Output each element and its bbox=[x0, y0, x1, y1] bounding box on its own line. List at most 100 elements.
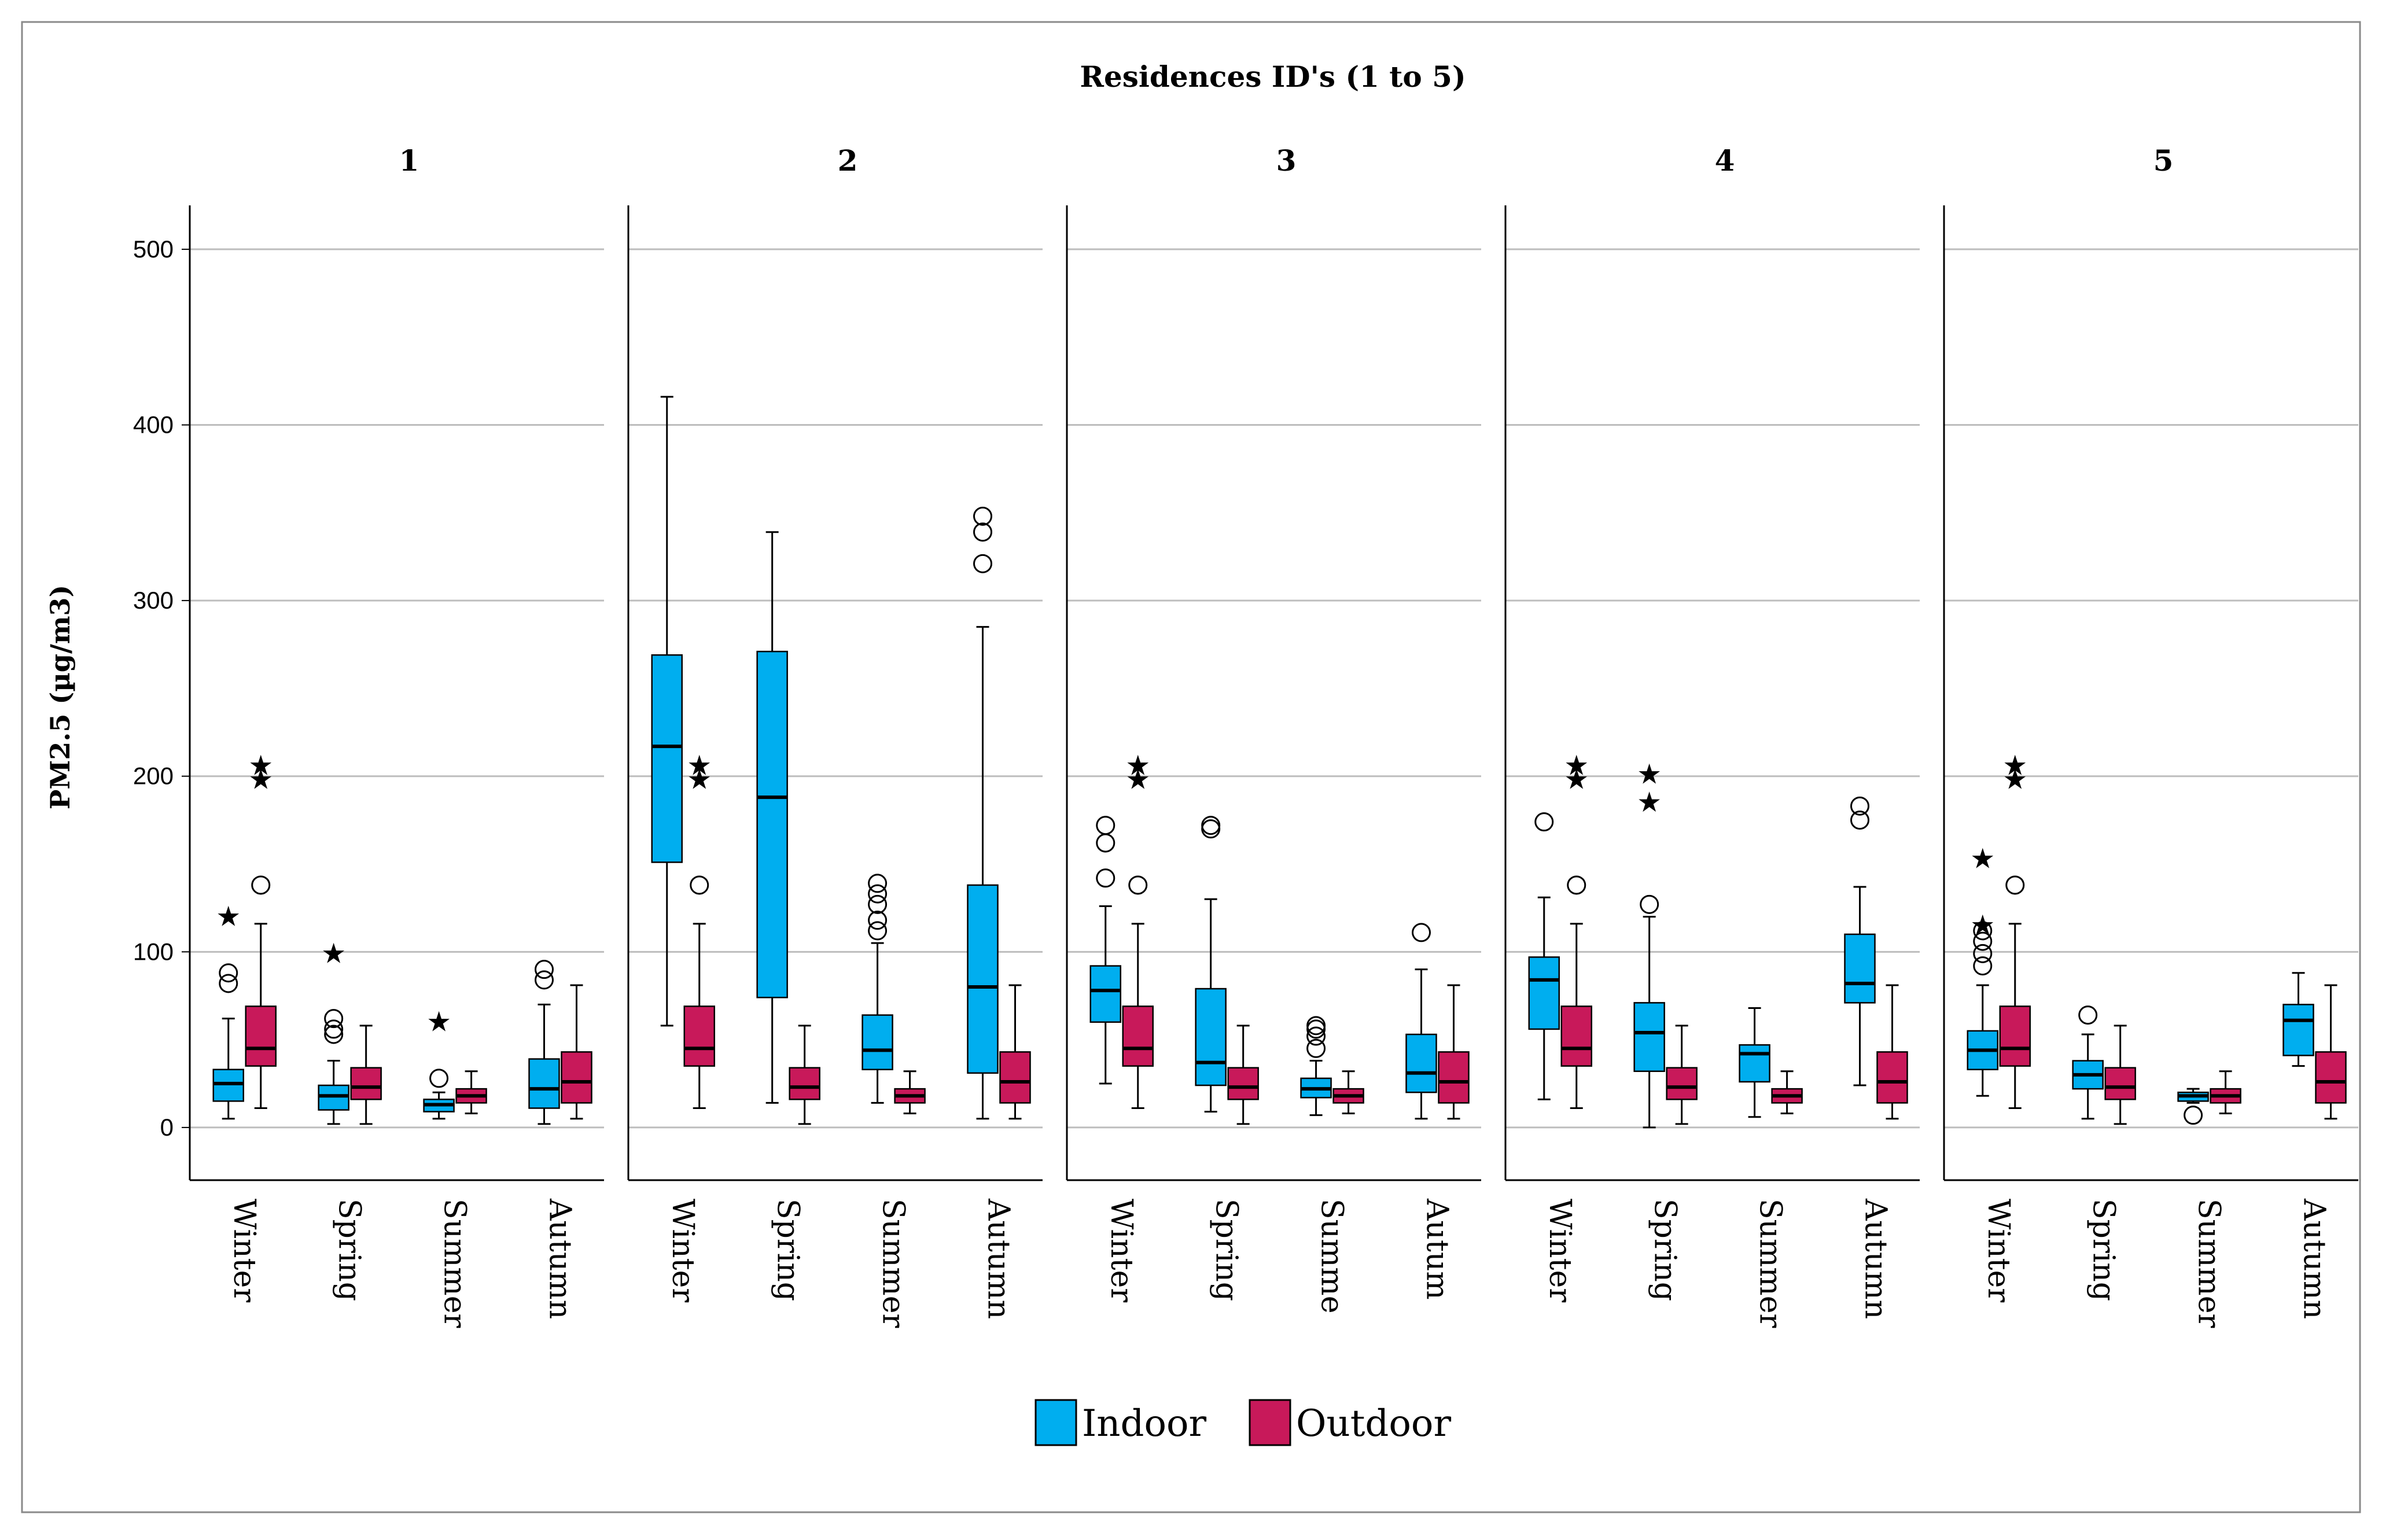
outlier-point bbox=[1640, 894, 1659, 914]
box-iqr bbox=[651, 654, 683, 863]
y-axis-label: PM2.5 (µg/m3) bbox=[45, 585, 76, 809]
x-tick-label: Summe bbox=[1315, 1199, 1349, 1314]
box-outdoor: ★★ bbox=[1999, 749, 2031, 1110]
x-tick-label: Autumn bbox=[981, 1198, 1016, 1319]
x-tick-label: Winter bbox=[1981, 1199, 2016, 1302]
x-tick-label: Spring bbox=[1209, 1199, 1244, 1301]
box-outdoor bbox=[999, 984, 1031, 1120]
box-outdoor bbox=[894, 1070, 926, 1115]
box-iqr bbox=[1633, 1002, 1665, 1073]
extreme-point: ★ bbox=[1564, 764, 1589, 796]
outlier-point bbox=[1306, 1038, 1326, 1058]
x-tick-label: Summer bbox=[437, 1199, 472, 1328]
panel-label: 3 bbox=[1276, 143, 1297, 178]
y-tick-label: 200 bbox=[133, 762, 174, 790]
box-iqr bbox=[1560, 1005, 1592, 1067]
x-tick-label: Spring bbox=[1648, 1199, 1683, 1301]
outlier-point bbox=[2005, 875, 2025, 895]
box-iqr bbox=[2315, 1051, 2347, 1104]
box-indoor bbox=[1844, 796, 1876, 1086]
outlier-point bbox=[1306, 1026, 1326, 1046]
legend: Indoor Outdoor bbox=[1034, 1399, 1451, 1446]
box-outdoor bbox=[1227, 1025, 1259, 1125]
extreme-point: ★ bbox=[2002, 749, 2027, 782]
extreme-point: ★ bbox=[248, 749, 273, 782]
extreme-point: ★ bbox=[1970, 909, 1995, 942]
outlier-point bbox=[1128, 875, 1148, 895]
box-indoor bbox=[1405, 923, 1437, 1120]
panel-label: 5 bbox=[2153, 143, 2174, 178]
box-outdoor: ★★ bbox=[683, 749, 715, 1110]
box-iqr bbox=[789, 1067, 820, 1100]
outlier-point bbox=[1567, 875, 1586, 895]
extreme-point: ★ bbox=[2002, 764, 2027, 796]
box-indoor bbox=[2072, 1005, 2104, 1120]
box-iqr bbox=[1666, 1067, 1698, 1100]
outlier-point bbox=[868, 874, 888, 893]
extreme-point: ★ bbox=[1564, 749, 1589, 782]
outlier-point bbox=[219, 963, 238, 983]
legend-label: Indoor bbox=[1082, 1402, 1207, 1445]
box-outdoor: ★★ bbox=[1560, 749, 1592, 1110]
box-indoor bbox=[1739, 1007, 1770, 1118]
outlier-point bbox=[1973, 931, 1993, 951]
extreme-point: ★ bbox=[1125, 764, 1150, 796]
box-iqr bbox=[1227, 1067, 1259, 1100]
box-indoor bbox=[967, 506, 999, 1120]
box-outdoor bbox=[1666, 1025, 1698, 1125]
outlier-point bbox=[535, 960, 554, 979]
box-iqr bbox=[350, 1067, 382, 1100]
box-indoor bbox=[2177, 1088, 2209, 1125]
panel-label: 2 bbox=[838, 143, 858, 178]
x-tick-label: Spring bbox=[2086, 1199, 2121, 1301]
box-outdoor bbox=[789, 1025, 820, 1125]
outlier-point bbox=[429, 1069, 449, 1088]
extreme-point: ★ bbox=[687, 749, 712, 782]
x-tick-label: Summer bbox=[876, 1199, 911, 1328]
legend-label: Outdoor bbox=[1296, 1402, 1451, 1445]
box-iqr bbox=[756, 650, 788, 999]
outlier-point bbox=[324, 1009, 344, 1029]
box-iqr bbox=[318, 1084, 349, 1111]
extreme-point: ★ bbox=[1637, 786, 1662, 819]
chart-frame bbox=[21, 21, 2361, 1513]
x-tick-label: Autumn bbox=[1858, 1198, 1893, 1319]
box-outdoor bbox=[350, 1025, 382, 1125]
box-iqr bbox=[212, 1069, 244, 1102]
x-tick-label: Summer bbox=[1753, 1199, 1788, 1328]
x-tick-label: Winter bbox=[1542, 1199, 1577, 1302]
box-iqr bbox=[862, 1014, 893, 1070]
y-tick-label: 400 bbox=[133, 411, 174, 439]
x-tick-label: Autum bbox=[1420, 1198, 1455, 1300]
outlier-point bbox=[219, 974, 238, 993]
outlier-point bbox=[251, 875, 271, 895]
outlier-point bbox=[2184, 1106, 2203, 1125]
outlier-point bbox=[1412, 923, 1431, 942]
outlier-point bbox=[1096, 816, 1115, 835]
outlier-point bbox=[1973, 956, 1993, 976]
outlier-point bbox=[324, 1019, 344, 1039]
box-iqr bbox=[1999, 1005, 2031, 1067]
x-tick-label: Spring bbox=[771, 1199, 805, 1301]
legend-item-outdoor: Outdoor bbox=[1249, 1399, 1451, 1446]
extreme-point: ★ bbox=[1637, 758, 1662, 791]
box-iqr bbox=[999, 1051, 1031, 1104]
outlier-point bbox=[973, 554, 993, 573]
outlier-point bbox=[1306, 1016, 1326, 1036]
legend-swatch bbox=[1249, 1399, 1291, 1446]
outlier-point bbox=[1973, 944, 1993, 963]
outlier-point bbox=[1534, 812, 1554, 832]
box-indoor bbox=[756, 531, 788, 1104]
box-iqr bbox=[1195, 988, 1227, 1086]
y-tick-label: 100 bbox=[133, 938, 174, 965]
y-tick-label: 500 bbox=[133, 235, 174, 263]
box-iqr bbox=[2104, 1067, 2136, 1100]
box-indoor bbox=[651, 396, 683, 1027]
outlier-point bbox=[868, 894, 888, 914]
box-indoor: ★ bbox=[318, 937, 349, 1125]
outlier-point bbox=[1973, 921, 1993, 941]
